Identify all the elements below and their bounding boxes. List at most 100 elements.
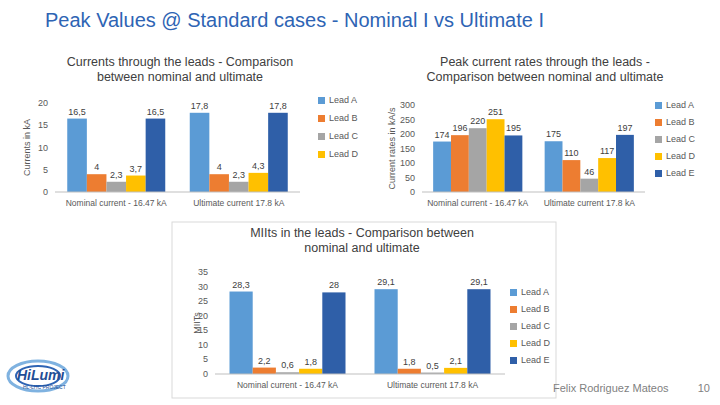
slide-title: Peak Values @ Standard cases - Nominal I… bbox=[45, 9, 544, 31]
y-tick-label: 35 bbox=[198, 267, 208, 277]
data-label: 2,2 bbox=[258, 356, 271, 366]
y-tick-label: 15 bbox=[38, 120, 48, 130]
bar bbox=[616, 135, 634, 192]
data-label: 2,1 bbox=[449, 356, 462, 366]
y-tick-label: 10 bbox=[198, 340, 208, 350]
bar bbox=[106, 182, 126, 192]
chart-panel bbox=[172, 222, 556, 398]
y-tick-label: 0 bbox=[410, 187, 415, 197]
data-label: 220 bbox=[470, 116, 485, 126]
bar bbox=[126, 176, 146, 192]
legend-swatch bbox=[318, 97, 325, 104]
title-line: Peak current rates through the leads - bbox=[440, 55, 650, 69]
y-tick-label: 50 bbox=[405, 173, 415, 183]
title-line: Currents through the leads - Comparison bbox=[67, 55, 294, 69]
data-label: 17,8 bbox=[269, 101, 287, 111]
legend-label: Lead D bbox=[521, 338, 551, 348]
data-labels: 17419622025119517511046117197 bbox=[435, 107, 633, 176]
data-label: 29,1 bbox=[377, 277, 395, 287]
background bbox=[0, 0, 720, 405]
legend-swatch bbox=[655, 153, 662, 160]
logo-swoosh bbox=[8, 361, 68, 391]
bar bbox=[580, 179, 598, 192]
chart: MIIts in the leads - Comparison betweenn… bbox=[172, 222, 556, 398]
bar bbox=[146, 119, 166, 192]
bar bbox=[467, 289, 490, 374]
bar bbox=[268, 113, 288, 192]
title-line: MIIts in the leads - Comparison between bbox=[250, 226, 474, 240]
data-label: 4 bbox=[94, 162, 99, 172]
legend-swatch bbox=[510, 323, 517, 330]
title-line: between nominal and ultimate bbox=[97, 70, 263, 84]
logo-text: HiLumi bbox=[17, 367, 66, 383]
data-label: 197 bbox=[617, 123, 632, 133]
x-tick-label: Ultimate current 17.8 kA bbox=[387, 380, 479, 390]
bars bbox=[433, 119, 634, 192]
title-line: Comparison between nominal and ultimate bbox=[427, 70, 664, 84]
bar bbox=[505, 135, 523, 192]
page-number: 10 bbox=[698, 382, 710, 394]
bar bbox=[487, 119, 505, 192]
y-tick-label: 30 bbox=[198, 282, 208, 292]
bar bbox=[444, 368, 467, 374]
footer-author: Felix Rodriguez Mateos bbox=[553, 382, 669, 394]
legend-label: Lead A bbox=[521, 287, 549, 297]
x-tick-label: Nominal current - 16.47 kA bbox=[66, 198, 167, 208]
bar bbox=[398, 369, 421, 374]
y-tick-label: 0 bbox=[203, 369, 208, 379]
legend-swatch bbox=[318, 115, 325, 122]
legend-swatch bbox=[510, 306, 517, 313]
bar bbox=[253, 368, 276, 374]
data-label: 110 bbox=[564, 148, 578, 158]
data-label: 46 bbox=[584, 167, 594, 177]
bars bbox=[67, 113, 288, 192]
x-axis bbox=[422, 192, 645, 193]
legend-label: Lead B bbox=[329, 113, 358, 123]
legend-label: Lead D bbox=[666, 151, 696, 161]
y-tick-label: 100 bbox=[400, 158, 415, 168]
y-axis-label: Currents in kA bbox=[22, 119, 32, 176]
data-label: 16,5 bbox=[147, 107, 165, 117]
x-axis bbox=[215, 374, 505, 375]
data-label: 0,6 bbox=[281, 360, 294, 370]
y-tick-label: 15 bbox=[198, 325, 208, 335]
data-label: 4,3 bbox=[252, 161, 265, 171]
data-label: 28 bbox=[329, 280, 339, 290]
y-tick-label: 25 bbox=[198, 296, 208, 306]
bar bbox=[322, 292, 345, 374]
data-label: 175 bbox=[546, 129, 561, 139]
y-tick-label: 200 bbox=[400, 129, 415, 139]
logo: HiLumiHL-LHC PROJECT bbox=[8, 361, 68, 391]
data-label: 196 bbox=[452, 123, 467, 133]
data-labels: 16,542,33,716,517,842,34,317,8 bbox=[68, 101, 286, 180]
data-label: 29,1 bbox=[470, 277, 488, 287]
data-label: 16,5 bbox=[68, 107, 86, 117]
legend-label: Lead C bbox=[666, 134, 696, 144]
legend-swatch bbox=[318, 151, 325, 158]
bar bbox=[598, 158, 616, 192]
x-tick-label: Nominal current - 16.47 kA bbox=[237, 380, 338, 390]
data-label: 4 bbox=[217, 162, 222, 172]
bar bbox=[451, 135, 469, 192]
x-axis bbox=[55, 192, 300, 193]
x-tick-label: Nominal current - 16.47 kA bbox=[427, 198, 528, 208]
legend-swatch bbox=[655, 102, 662, 109]
slide: Peak Values @ Standard cases - Nominal I… bbox=[0, 0, 720, 405]
bar bbox=[562, 160, 580, 192]
bar bbox=[299, 369, 322, 374]
chart: Currents through the leads - Comparisonb… bbox=[22, 55, 359, 208]
y-tick-label: 5 bbox=[203, 354, 208, 364]
chart-title: Currents through the leads - Comparisonb… bbox=[67, 55, 294, 84]
legend-label: Lead A bbox=[666, 100, 694, 110]
y-tick-label: 250 bbox=[400, 115, 415, 125]
legend-swatch bbox=[655, 170, 662, 177]
x-tick-label: Ultimate current 17.8 kA bbox=[193, 198, 285, 208]
data-label: 28,3 bbox=[232, 280, 250, 290]
legend-swatch bbox=[510, 289, 517, 296]
legend-label: Lead B bbox=[666, 117, 695, 127]
legend-label: Lead E bbox=[666, 168, 695, 178]
y-tick-label: 0 bbox=[43, 187, 48, 197]
bar bbox=[209, 174, 229, 192]
data-label: 251 bbox=[488, 107, 503, 117]
data-label: 2,3 bbox=[232, 170, 245, 180]
